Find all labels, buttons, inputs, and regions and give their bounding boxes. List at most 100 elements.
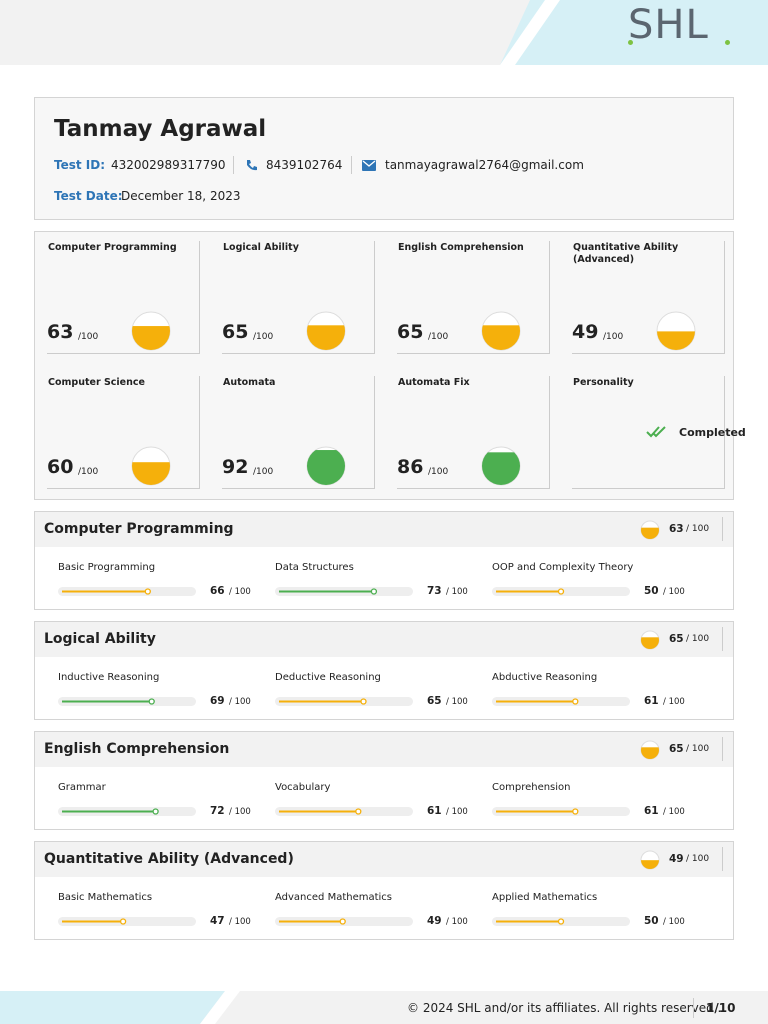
separator <box>722 517 723 541</box>
card-border <box>47 376 200 489</box>
separator <box>722 627 723 651</box>
skill-bar <box>58 807 196 816</box>
skill-score: 61 <box>644 695 659 707</box>
skill-score: 73 <box>427 585 442 597</box>
gauge-fill <box>307 325 345 350</box>
footer-decoration <box>0 991 240 1024</box>
bar-knob <box>339 918 346 925</box>
score-gauge <box>640 740 660 760</box>
skill-score: 69 <box>210 695 225 707</box>
card-score: 92 <box>222 456 249 478</box>
skill-bar <box>275 587 413 596</box>
skill-suffix: / 100 <box>229 587 251 597</box>
separator <box>233 156 234 174</box>
skill-name: Basic Programming <box>58 562 156 573</box>
score-gauge <box>481 311 521 351</box>
skill-score: 49 <box>427 915 442 927</box>
logo-dot <box>725 40 730 45</box>
separator <box>722 847 723 871</box>
skill-suffix: / 100 <box>663 807 685 817</box>
page-number: 1/10 <box>706 1001 736 1015</box>
card-title: Logical Ability <box>223 242 299 253</box>
card-suffix: /100 <box>78 467 99 477</box>
bar-knob <box>119 918 127 925</box>
card-suffix: /100 <box>428 467 449 477</box>
phone: 8439102764 <box>266 158 343 172</box>
skill-suffix: / 100 <box>446 587 468 597</box>
card-title: Computer Programming <box>48 242 177 253</box>
score-gauge <box>656 311 696 351</box>
skill-name: Data Structures <box>275 562 354 573</box>
skill-name: Abductive Reasoning <box>492 672 598 683</box>
score-gauge <box>306 311 346 351</box>
skill-suffix: / 100 <box>446 917 468 927</box>
section-title: Quantitative Ability (Advanced) <box>44 851 294 867</box>
bar-track <box>58 917 196 926</box>
section-header <box>35 512 733 547</box>
skill-score: 72 <box>210 805 225 817</box>
skill-bar <box>275 697 413 706</box>
skill-score: 65 <box>427 695 442 707</box>
skill-suffix: / 100 <box>663 917 685 927</box>
skill-name: Grammar <box>58 782 106 793</box>
section-box <box>34 621 734 720</box>
bar-knob <box>557 588 565 595</box>
section-box <box>34 731 734 830</box>
separator <box>693 998 694 1018</box>
card-border <box>222 376 375 489</box>
bar-knob <box>572 698 579 705</box>
skill-suffix: / 100 <box>446 697 468 707</box>
separator <box>722 737 723 761</box>
phone-icon <box>247 160 257 171</box>
card-border <box>572 376 725 489</box>
card-title: Quantitative Ability (Advanced) <box>573 242 679 265</box>
skill-suffix: / 100 <box>229 697 251 707</box>
skill-bar <box>492 587 630 596</box>
skill-name: Basic Mathematics <box>58 892 153 903</box>
skill-score: 61 <box>644 805 659 817</box>
card-border <box>397 376 550 489</box>
gauge-fill <box>657 331 695 350</box>
card-title: Automata <box>223 377 276 388</box>
test-date-label: Test Date: <box>54 189 123 203</box>
bar-knob <box>144 588 151 595</box>
check-icon <box>646 426 666 438</box>
section-score: 63 <box>669 523 684 535</box>
bar-knob <box>360 698 367 705</box>
card-score: 60 <box>47 456 74 478</box>
card-border <box>572 241 725 354</box>
personality-status: Completed <box>679 426 746 439</box>
gauge-fill <box>132 326 170 350</box>
bar-knob <box>148 698 155 705</box>
card-title: Automata Fix <box>398 377 470 388</box>
score-gauge <box>640 520 660 540</box>
test-id-label: Test ID: <box>54 158 106 172</box>
skill-suffix: / 100 <box>663 587 685 597</box>
bar-knob <box>572 808 579 815</box>
skill-score: 50 <box>644 915 659 927</box>
skill-name: OOP and Complexity Theory <box>492 562 634 573</box>
score-gauge <box>131 446 171 486</box>
test-id: 432002989317790 <box>111 158 226 172</box>
score-gauge <box>306 446 346 486</box>
card-suffix: /100 <box>428 332 449 342</box>
header-decoration <box>500 0 768 65</box>
score-gauge <box>640 850 660 870</box>
skill-bar <box>492 917 630 926</box>
logo: SHL <box>628 2 709 48</box>
score-gauge <box>640 630 660 650</box>
section-score: 65 <box>669 743 684 755</box>
section-suffix: / 100 <box>686 524 710 534</box>
skill-suffix: / 100 <box>229 917 251 927</box>
card-border <box>222 241 375 354</box>
skill-bar <box>58 917 196 926</box>
section-header <box>35 732 733 767</box>
skill-suffix: / 100 <box>446 807 468 817</box>
section-score: 65 <box>669 633 684 645</box>
skill-bar <box>58 587 196 596</box>
score-gauge <box>481 446 521 486</box>
section-suffix: / 100 <box>686 854 710 864</box>
gauge-fill <box>641 637 659 649</box>
card-score: 65 <box>222 321 249 343</box>
email: tanmayagrawal2764@gmail.com <box>385 158 584 172</box>
